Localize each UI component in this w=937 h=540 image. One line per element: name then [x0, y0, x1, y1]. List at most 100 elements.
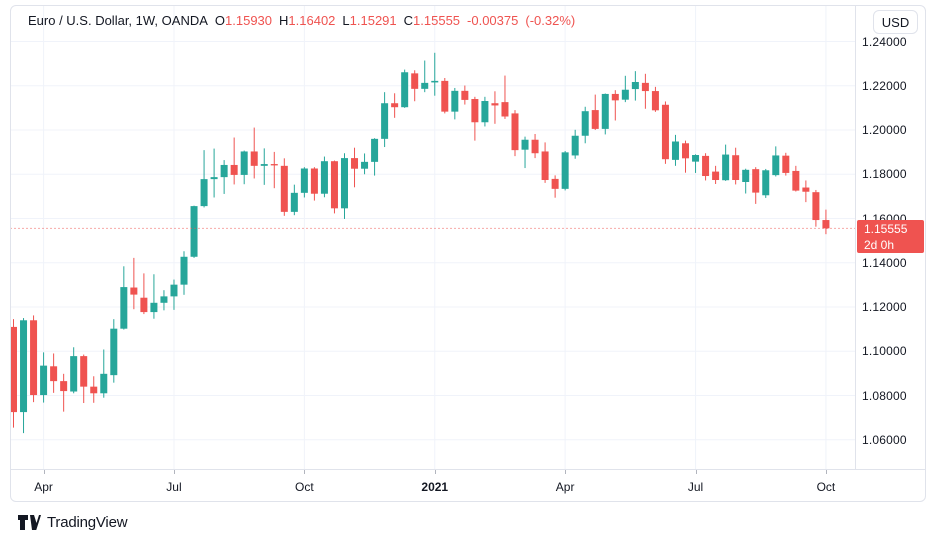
candle-body [80, 356, 88, 387]
candle-body [531, 139, 539, 154]
candle-body [70, 356, 78, 392]
currency-toggle-button[interactable]: USD [873, 10, 918, 34]
candle-body [772, 155, 780, 176]
time-axis-tick [174, 470, 175, 474]
candle-body [340, 158, 348, 209]
candle-body [742, 169, 750, 182]
price-axis-label: 1.06000 [862, 432, 907, 447]
candle-body [50, 366, 58, 382]
candle-body [591, 110, 599, 129]
candle-body [20, 320, 28, 413]
candle-body [501, 102, 509, 117]
time-axis-label: Jul [166, 480, 182, 494]
candle-body [451, 90, 459, 112]
candle-body [611, 93, 619, 101]
change-percent: (-0.32%) [525, 13, 576, 28]
close-value: 1.15555 [413, 13, 461, 28]
candle-body [190, 206, 198, 257]
candle-body [140, 297, 148, 313]
candle-body [10, 326, 17, 413]
candle-body [461, 90, 469, 100]
price-chart-canvas[interactable] [0, 0, 855, 470]
time-axis-tick [826, 470, 827, 474]
candle-body [320, 161, 328, 194]
candle-body [220, 164, 228, 178]
ohlc-open: O 1.15930 [215, 13, 272, 28]
candle-body [250, 151, 258, 166]
price-axis-label: 1.24000 [862, 34, 907, 49]
candle-body [170, 284, 178, 297]
low-label: L [342, 13, 350, 28]
candle-body [471, 99, 479, 123]
low-value: 1.15291 [349, 13, 397, 28]
bar-countdown: 2d 0h [864, 238, 895, 253]
candle-body [641, 82, 649, 92]
candle-body [762, 170, 770, 196]
time-axis-label: Jul [687, 480, 704, 494]
high-label: H [279, 13, 289, 28]
open-label: O [214, 13, 226, 28]
candle-body [351, 158, 359, 169]
candle-body [30, 320, 38, 396]
candle-body [481, 101, 489, 123]
price-axis-label: 1.08000 [862, 388, 907, 403]
candle-body [752, 169, 760, 193]
price-axis-label: 1.14000 [862, 255, 907, 270]
candle-body [391, 103, 399, 108]
time-axis[interactable]: Apr Jul Oct 2021 Apr Jul Oct [0, 470, 937, 501]
time-axis-tick [565, 470, 566, 474]
price-axis-label: 1.12000 [862, 300, 907, 314]
candle-body [712, 171, 720, 181]
candle-body [100, 373, 108, 394]
time-axis-label: Oct [295, 480, 314, 494]
candle-body [722, 154, 730, 181]
candle-body [290, 192, 298, 212]
candle-body [230, 164, 238, 175]
symbol-title[interactable]: Euro / U.S. Dollar, 1W, OANDA [28, 13, 208, 28]
candle-body [822, 220, 830, 229]
ohlc-low: L 1.15291 [342, 13, 396, 28]
ohlc-high: H 1.16402 [279, 13, 335, 28]
price-axis[interactable]: USD 1.15555 2d 0h 1.24000 1.22000 1.20000 1… [856, 0, 937, 469]
candle-body [551, 178, 559, 189]
candle-body [601, 93, 609, 129]
candle-body [210, 177, 218, 180]
time-axis-tick [696, 470, 697, 474]
candle-body [671, 141, 679, 160]
candle-body [381, 103, 389, 139]
candle-body [120, 287, 128, 329]
candle-body [631, 81, 639, 90]
time-axis-label: Apr [555, 480, 575, 494]
time-axis-tick [304, 470, 305, 474]
tradingview-logo[interactable]: TradingView [18, 511, 128, 533]
candle-body [802, 187, 810, 192]
time-axis-label: Apr [34, 480, 53, 494]
time-axis-tick [44, 470, 45, 474]
candle-body [431, 80, 439, 83]
candle-body [330, 161, 338, 209]
brand-text: TradingView [47, 513, 128, 531]
candle-body [441, 80, 449, 112]
close-label: C [403, 13, 414, 28]
candle-body [180, 256, 188, 285]
current-price-badge: 1.15555 2d 0h [857, 220, 924, 254]
chart-header: Euro / U.S. Dollar, 1W, OANDA O 1.15930 H… [28, 12, 575, 29]
time-axis-separator [10, 469, 926, 470]
price-axis-label: 1.22000 [862, 78, 907, 93]
candle-body [40, 365, 48, 396]
candle-body [401, 72, 409, 108]
candle-body [361, 161, 369, 169]
candle-body [310, 168, 318, 194]
candle-body [651, 91, 659, 111]
candle-body [732, 155, 740, 181]
candle-body [782, 155, 790, 173]
price-axis-label: 1.18000 [862, 167, 907, 182]
candle-body [411, 73, 419, 89]
candle-body [521, 139, 529, 150]
candle-body [240, 151, 248, 175]
candle-body [621, 89, 629, 100]
candle-body [260, 164, 268, 166]
high-value: 1.16402 [288, 13, 336, 28]
candle-body [571, 135, 579, 156]
